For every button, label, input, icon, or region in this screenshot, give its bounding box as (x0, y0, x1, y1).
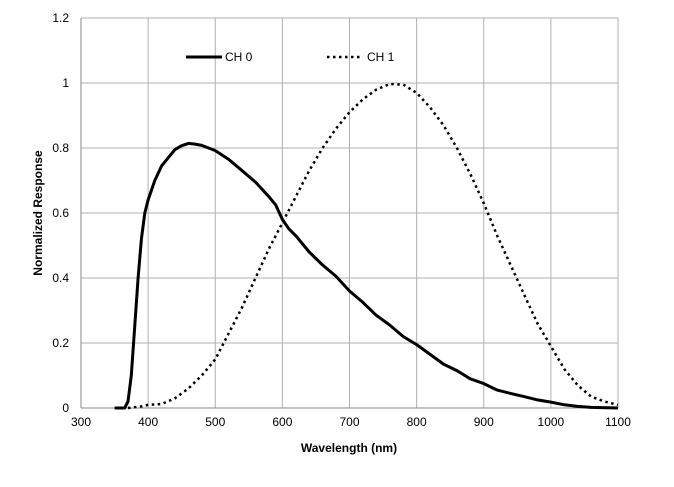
x-tick-label: 500 (205, 415, 225, 429)
x-axis-label: Wavelength (nm) (301, 441, 397, 455)
x-tick-label: 1000 (538, 415, 565, 429)
series-line-ch0 (114, 141, 619, 410)
x-tick-label: 1100 (605, 415, 631, 429)
x-tick-label: 800 (407, 415, 427, 429)
x-tick-label: 400 (138, 415, 158, 429)
series-line-ch1 (127, 82, 619, 410)
grid (80, 17, 619, 409)
y-tick-label: 0.8 (52, 141, 69, 155)
y-tick-label: 0.6 (52, 206, 69, 220)
y-tick-label: 0 (62, 401, 69, 415)
legend-label-ch0: CH 0 (225, 50, 253, 64)
y-tick-label: 0.4 (52, 271, 69, 285)
y-tick-label: 0.2 (52, 336, 69, 350)
legend-label-ch1: CH 1 (367, 50, 395, 64)
x-tick-label: 900 (474, 415, 494, 429)
x-tick-label: 300 (71, 415, 91, 429)
y-axis-label: Normalized Response (31, 150, 45, 276)
y-tick-label: 1.2 (52, 11, 69, 25)
x-tick-labels: 300 400 500 600 700 800 900 1000 1100 (71, 415, 631, 429)
series-lines (114, 82, 619, 410)
y-tick-labels: 0 0.2 0.4 0.6 0.8 1 1.2 (52, 11, 69, 415)
legend: CH 0 CH 1 (186, 50, 395, 64)
x-tick-label: 700 (339, 415, 359, 429)
x-tick-label: 600 (272, 415, 292, 429)
y-tick-label: 1 (62, 76, 69, 90)
